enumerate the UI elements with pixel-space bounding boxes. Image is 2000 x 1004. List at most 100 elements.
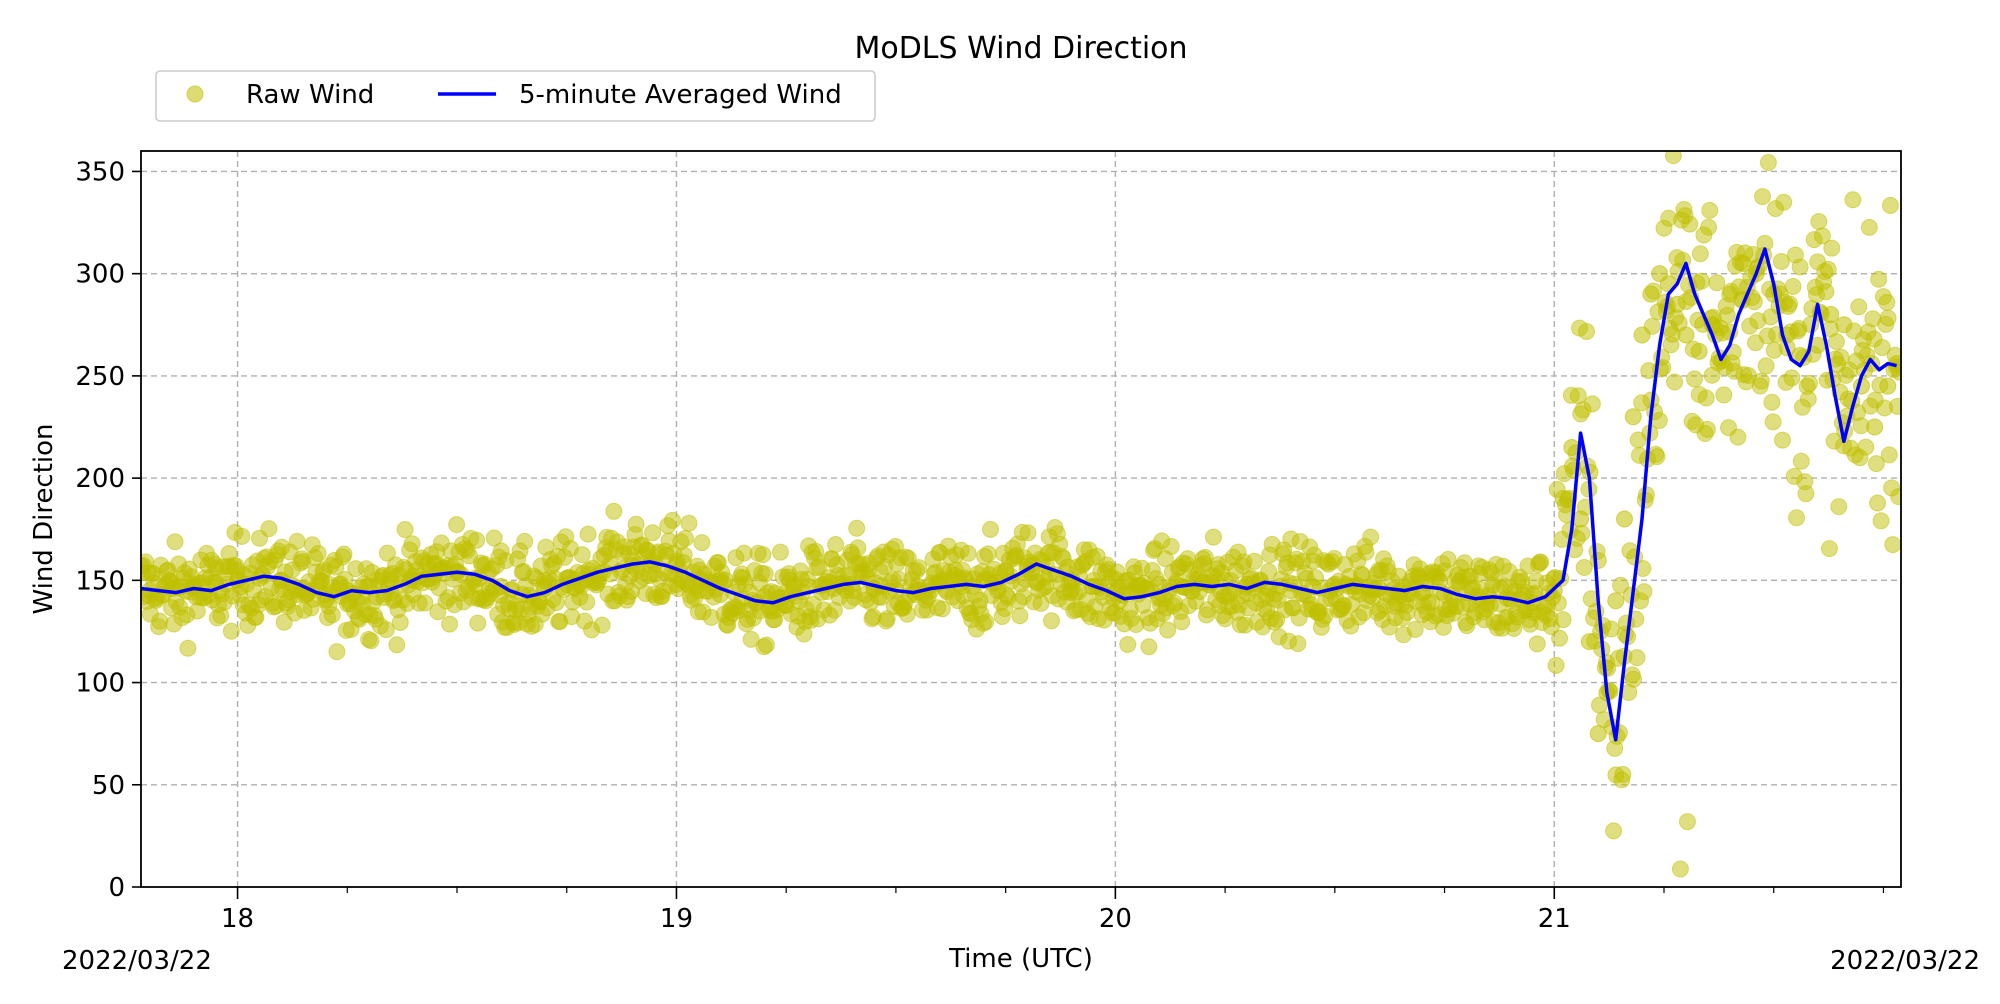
raw-wind-point <box>403 535 421 553</box>
raw-wind-point <box>323 606 341 624</box>
raw-wind-point <box>1671 860 1689 878</box>
raw-wind-point <box>1439 550 1457 568</box>
raw-wind-point <box>1575 558 1593 576</box>
raw-wind-point <box>1159 621 1177 639</box>
raw-wind-point <box>1554 490 1572 508</box>
raw-wind-point <box>1624 670 1642 688</box>
raw-wind-point <box>1754 188 1772 206</box>
raw-wind-point <box>1607 592 1625 610</box>
x-tick-label: 19 <box>660 904 693 934</box>
raw-wind-point <box>898 605 916 623</box>
raw-wind-point <box>1745 293 1763 311</box>
raw-wind-point <box>1884 536 1901 554</box>
raw-wind-point <box>1867 455 1885 473</box>
raw-wind-point <box>1827 333 1845 351</box>
raw-wind-point <box>1718 306 1736 324</box>
y-tick-label: 0 <box>108 873 125 903</box>
raw-wind-point <box>1406 620 1424 638</box>
raw-wind-point <box>1878 293 1896 311</box>
raw-wind-point <box>676 529 694 547</box>
raw-wind-point <box>166 533 184 551</box>
raw-wind-point <box>1289 635 1307 653</box>
raw-wind-point <box>1783 369 1801 387</box>
raw-wind-point <box>1528 635 1546 653</box>
raw-wind-point <box>910 559 928 577</box>
raw-wind-point <box>1693 272 1711 290</box>
raw-wind-point <box>1637 486 1655 504</box>
raw-wind-point <box>827 535 845 553</box>
raw-wind-point <box>1260 562 1278 580</box>
raw-wind-point <box>1860 218 1878 236</box>
raw-wind-point <box>1819 260 1837 278</box>
raw-wind-point <box>1791 258 1809 276</box>
raw-wind-point <box>1624 408 1642 426</box>
raw-wind-point <box>1813 227 1831 245</box>
raw-wind-point <box>1799 390 1817 408</box>
chart-title: MoDLS Wind Direction <box>854 31 1187 66</box>
raw-wind-point <box>1775 193 1793 211</box>
date-label-right: 2022/03/22 <box>1830 946 1980 976</box>
raw-wind-point <box>1668 295 1686 313</box>
raw-wind-point <box>1835 316 1853 334</box>
raw-wind-point <box>1589 551 1607 569</box>
plot-frame <box>140 150 1902 888</box>
raw-wind-point <box>675 546 693 564</box>
raw-wind-point <box>1697 389 1715 407</box>
y-tick-label: 350 <box>75 157 125 187</box>
raw-wind-point <box>807 542 825 560</box>
raw-wind-point <box>1019 524 1037 542</box>
raw-wind-point <box>771 543 789 561</box>
raw-wind-point <box>1822 306 1840 324</box>
raw-wind-point <box>1869 494 1887 512</box>
raw-wind-point <box>578 593 596 611</box>
raw-wind-point <box>1011 607 1029 625</box>
raw-wind-point <box>1715 386 1733 404</box>
raw-wind-point <box>1194 573 1212 591</box>
raw-wind-point <box>1245 552 1263 570</box>
raw-wind-point <box>1866 418 1884 436</box>
raw-wind-point <box>1547 656 1565 674</box>
raw-wind-point <box>1648 448 1666 466</box>
raw-wind-point <box>260 520 278 538</box>
raw-wind-point <box>1578 322 1596 340</box>
raw-wind-point <box>810 558 828 576</box>
raw-wind-point <box>469 614 487 632</box>
raw-wind-point <box>756 565 774 583</box>
raw-wind-point <box>680 514 698 532</box>
raw-wind-point <box>1605 822 1623 840</box>
raw-wind-point <box>1664 151 1682 165</box>
raw-wind-point <box>1573 524 1591 542</box>
raw-wind-point <box>757 636 775 654</box>
legend-frame <box>155 70 876 122</box>
raw-wind-point <box>1729 428 1747 446</box>
raw-wind-point <box>1800 374 1818 392</box>
raw-wind-point <box>1554 611 1572 629</box>
raw-wind-point <box>1850 298 1868 316</box>
raw-wind-point <box>1635 583 1653 601</box>
raw-wind-point <box>1772 252 1790 270</box>
raw-wind-point <box>1701 201 1719 219</box>
raw-wind-point <box>1196 548 1214 566</box>
raw-wind-point <box>849 539 867 557</box>
raw-wind-point <box>185 577 203 595</box>
raw-wind-point <box>1681 215 1699 233</box>
raw-wind-point <box>416 594 434 612</box>
raw-wind-point <box>1690 342 1708 360</box>
raw-wind-point <box>1817 283 1835 301</box>
raw-wind-point <box>1691 245 1709 263</box>
legend: Raw Wind 5-minute Averaged Wind <box>155 70 876 122</box>
raw-wind-point <box>1612 576 1630 594</box>
raw-wind-point <box>1615 510 1633 528</box>
raw-wind-point <box>391 613 409 631</box>
raw-wind-point <box>151 612 169 630</box>
raw-wind-point <box>1820 540 1838 558</box>
raw-wind-point <box>1173 613 1191 631</box>
raw-wind-point <box>1666 373 1684 391</box>
raw-wind-point <box>1628 649 1646 667</box>
raw-wind-scatter <box>141 151 1901 878</box>
raw-wind-point <box>335 545 353 563</box>
y-tick-label: 150 <box>75 566 125 596</box>
raw-wind-point <box>1678 813 1696 831</box>
raw-wind-point <box>1781 295 1799 313</box>
raw-wind-point <box>1873 339 1891 357</box>
